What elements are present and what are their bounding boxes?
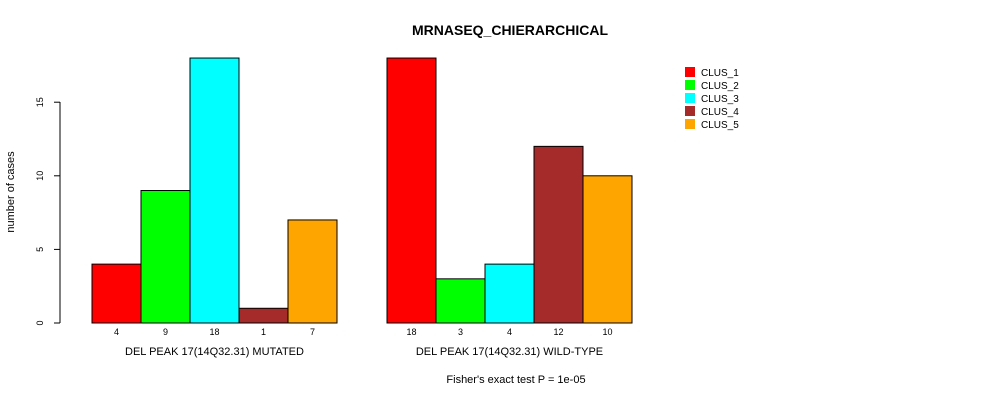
fisher-test-footnote: Fisher's exact test P = 1e-05 [446, 374, 585, 386]
legend-swatch [685, 80, 695, 90]
legend-label: CLUS_2 [701, 81, 739, 92]
bar-clus-3 [484, 263, 535, 324]
group-label: DEL PEAK 17(14Q32.31) WILD-TYPE [416, 346, 603, 358]
x-labels-layer: 4 9 18 1 7 DEL PEAK 17(14Q32.31) MUTATED 18 3 4 1… [114, 327, 613, 358]
bar-count-label: 12 [553, 327, 563, 337]
y-tick-label: 15 [35, 97, 45, 107]
legend-label: CLUS_3 [701, 94, 739, 105]
bars-layer [91, 57, 633, 324]
bar-count-label: 18 [209, 327, 219, 337]
bar-count-label: 4 [114, 327, 119, 337]
bar-count-label: 18 [406, 327, 416, 337]
legend-label: CLUS_5 [701, 120, 739, 131]
y-tick-label: 10 [35, 171, 45, 181]
legend-swatch [685, 93, 695, 103]
y-tick-label: 5 [35, 247, 45, 252]
bar-count-label: 7 [310, 327, 315, 337]
bar-count-label: 4 [507, 327, 512, 337]
bar-count-label: 1 [261, 327, 266, 337]
bar-count-label: 10 [602, 327, 612, 337]
bar-clus-4 [533, 145, 584, 324]
bar-clus-4 [238, 307, 289, 324]
bar-clus-1 [91, 263, 142, 324]
bar-clus-5 [287, 219, 338, 324]
bar-clus-5 [582, 175, 633, 324]
bar-clus-2 [140, 190, 191, 324]
legend-swatch [685, 119, 695, 129]
legend-swatch [685, 67, 695, 77]
group-label: DEL PEAK 17(14Q32.31) MUTATED [125, 346, 304, 358]
bar-clus-1 [386, 57, 437, 324]
chart-title: MRNASEQ_CHIERARCHICAL [412, 22, 608, 38]
bar-count-label: 9 [163, 327, 168, 337]
legend-swatch [685, 106, 695, 116]
bar-count-label: 3 [458, 327, 463, 337]
legend: CLUS_1 CLUS_2 CLUS_3 CLUS_4 CLUS_5 [685, 67, 739, 131]
legend-label: CLUS_4 [701, 107, 739, 118]
y-axis-label: number of cases [5, 151, 17, 233]
legend-label: CLUS_1 [701, 68, 739, 79]
bar-clus-2 [435, 278, 486, 324]
bar-clus-3 [189, 57, 240, 324]
y-tick-label: 0 [35, 320, 45, 325]
y-axis: 0 5 10 15 [35, 97, 61, 326]
